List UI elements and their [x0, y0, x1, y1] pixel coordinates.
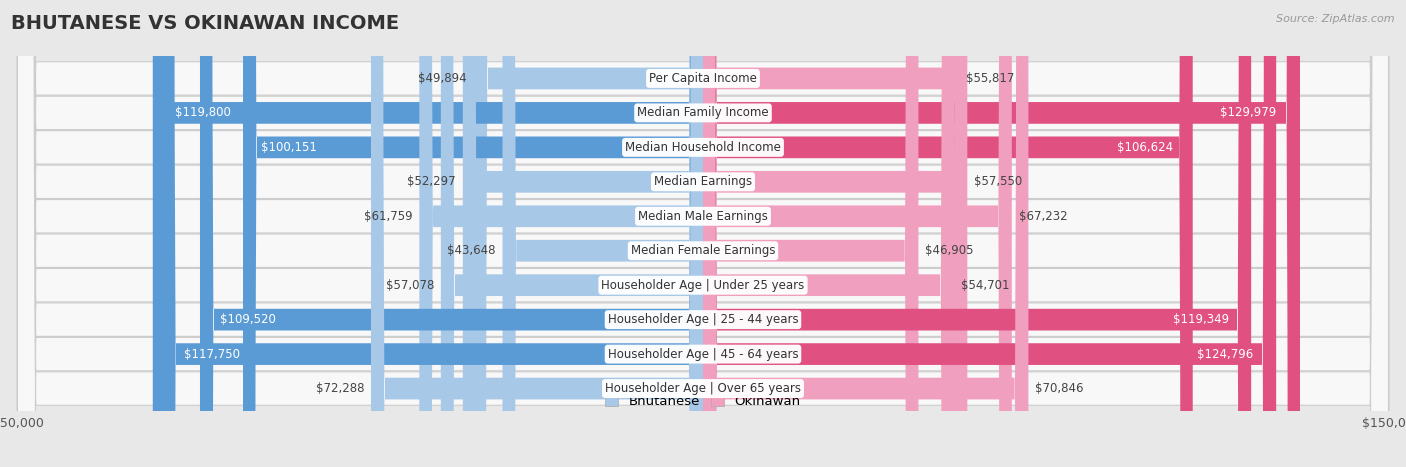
Text: $72,288: $72,288 — [315, 382, 364, 395]
Text: $52,297: $52,297 — [408, 175, 456, 188]
Text: Median Household Income: Median Household Income — [626, 141, 780, 154]
Text: $100,151: $100,151 — [262, 141, 318, 154]
FancyBboxPatch shape — [17, 0, 1389, 467]
Text: Median Earnings: Median Earnings — [654, 175, 752, 188]
FancyBboxPatch shape — [703, 0, 1277, 467]
FancyBboxPatch shape — [17, 0, 1389, 467]
FancyBboxPatch shape — [153, 0, 703, 467]
FancyBboxPatch shape — [162, 0, 703, 467]
Text: $70,846: $70,846 — [1035, 382, 1084, 395]
Text: $117,750: $117,750 — [184, 347, 240, 361]
FancyBboxPatch shape — [703, 0, 967, 467]
FancyBboxPatch shape — [703, 0, 1192, 467]
FancyBboxPatch shape — [703, 0, 1028, 467]
FancyBboxPatch shape — [703, 0, 918, 467]
Text: $57,078: $57,078 — [385, 279, 434, 292]
FancyBboxPatch shape — [17, 0, 1389, 467]
Text: $54,701: $54,701 — [962, 279, 1010, 292]
FancyBboxPatch shape — [243, 0, 703, 467]
FancyBboxPatch shape — [703, 0, 1012, 467]
FancyBboxPatch shape — [371, 0, 703, 467]
FancyBboxPatch shape — [17, 0, 1389, 467]
Text: Source: ZipAtlas.com: Source: ZipAtlas.com — [1277, 14, 1395, 24]
FancyBboxPatch shape — [17, 0, 1389, 467]
FancyBboxPatch shape — [703, 0, 955, 467]
Text: $49,894: $49,894 — [419, 72, 467, 85]
FancyBboxPatch shape — [17, 0, 1389, 467]
Text: $57,550: $57,550 — [974, 175, 1022, 188]
Text: Median Family Income: Median Family Income — [637, 106, 769, 120]
Text: $129,979: $129,979 — [1220, 106, 1277, 120]
Text: $55,817: $55,817 — [966, 72, 1015, 85]
FancyBboxPatch shape — [17, 0, 1389, 467]
Text: $119,349: $119,349 — [1173, 313, 1229, 326]
Text: Householder Age | Over 65 years: Householder Age | Over 65 years — [605, 382, 801, 395]
Text: $67,232: $67,232 — [1019, 210, 1067, 223]
Text: Per Capita Income: Per Capita Income — [650, 72, 756, 85]
Text: Median Male Earnings: Median Male Earnings — [638, 210, 768, 223]
FancyBboxPatch shape — [17, 0, 1389, 467]
Text: $43,648: $43,648 — [447, 244, 496, 257]
Text: $46,905: $46,905 — [925, 244, 974, 257]
Text: $61,759: $61,759 — [364, 210, 412, 223]
FancyBboxPatch shape — [703, 0, 959, 467]
Text: $119,800: $119,800 — [174, 106, 231, 120]
FancyBboxPatch shape — [441, 0, 703, 467]
Legend: Bhutanese, Okinawan: Bhutanese, Okinawan — [605, 395, 801, 408]
FancyBboxPatch shape — [474, 0, 703, 467]
FancyBboxPatch shape — [419, 0, 703, 467]
Text: Median Female Earnings: Median Female Earnings — [631, 244, 775, 257]
FancyBboxPatch shape — [502, 0, 703, 467]
FancyBboxPatch shape — [200, 0, 703, 467]
Text: $109,520: $109,520 — [221, 313, 276, 326]
FancyBboxPatch shape — [703, 0, 1251, 467]
FancyBboxPatch shape — [703, 0, 1301, 467]
FancyBboxPatch shape — [17, 0, 1389, 467]
Text: Householder Age | Under 25 years: Householder Age | Under 25 years — [602, 279, 804, 292]
Text: $124,796: $124,796 — [1197, 347, 1253, 361]
Text: Householder Age | 45 - 64 years: Householder Age | 45 - 64 years — [607, 347, 799, 361]
Text: BHUTANESE VS OKINAWAN INCOME: BHUTANESE VS OKINAWAN INCOME — [11, 14, 399, 33]
FancyBboxPatch shape — [17, 0, 1389, 467]
FancyBboxPatch shape — [463, 0, 703, 467]
Text: $106,624: $106,624 — [1116, 141, 1173, 154]
Text: Householder Age | 25 - 44 years: Householder Age | 25 - 44 years — [607, 313, 799, 326]
